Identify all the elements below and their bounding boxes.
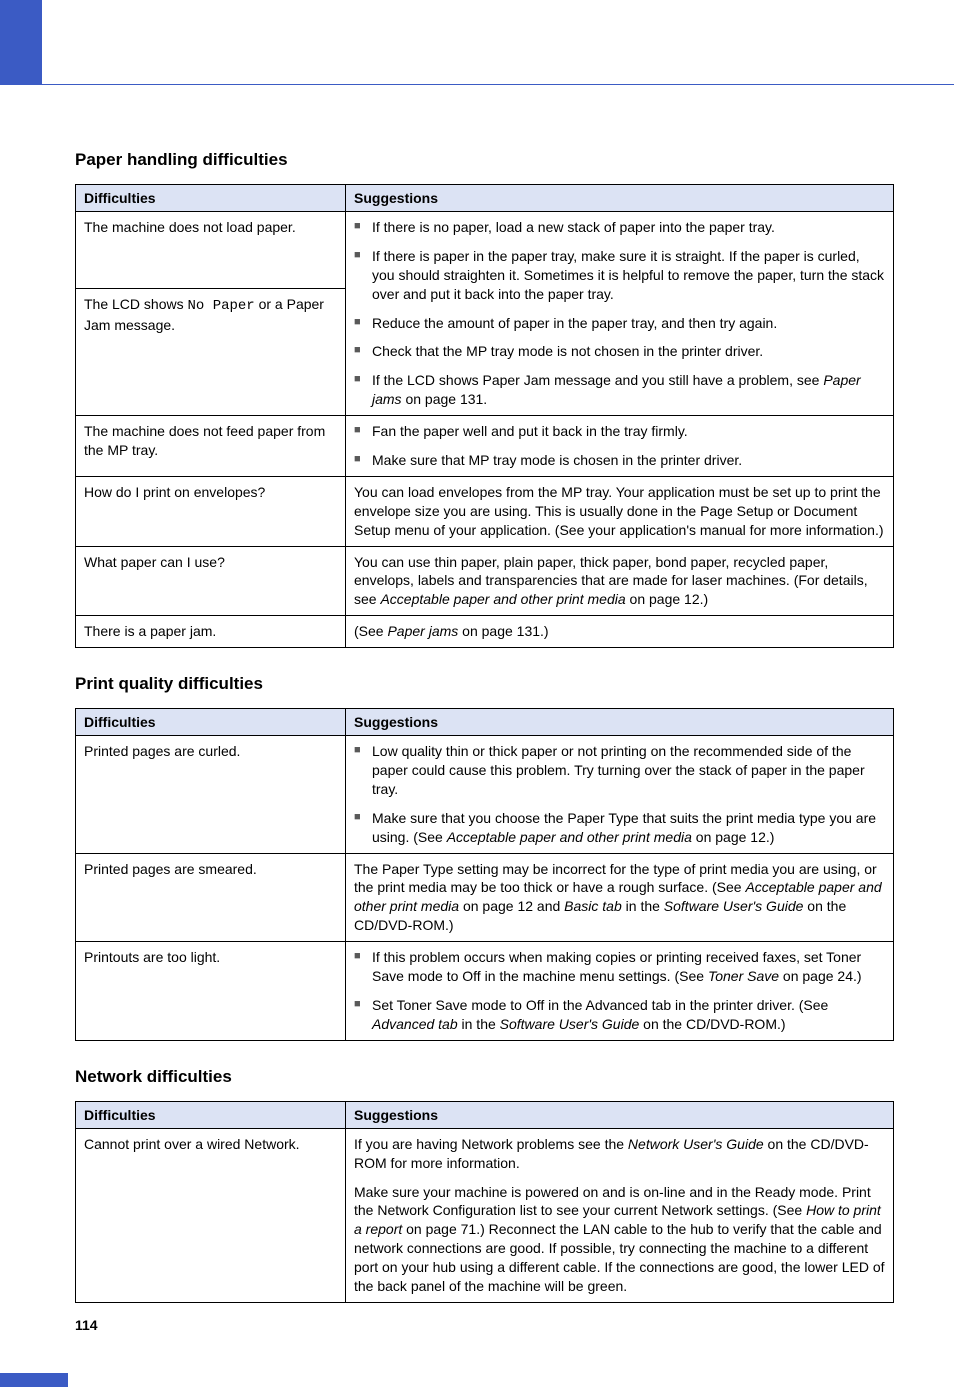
text: on page 131. bbox=[402, 391, 488, 407]
table-row: How do I print on envelopes? You can loa… bbox=[76, 476, 894, 546]
table-row: Cannot print over a wired Network. If yo… bbox=[76, 1128, 894, 1302]
list-item: If there is no paper, load a new stack o… bbox=[354, 218, 885, 237]
page-side-tab bbox=[0, 0, 42, 85]
table-network: Difficulties Suggestions Cannot print ov… bbox=[75, 1101, 894, 1303]
cell-suggestion: If there is no paper, load a new stack o… bbox=[346, 212, 894, 416]
list-item: Check that the MP tray mode is not chose… bbox=[354, 342, 885, 361]
list-item: Fan the paper well and put it back in th… bbox=[354, 422, 885, 441]
cell-difficulty: The LCD shows No Paper or a Paper Jam me… bbox=[76, 288, 346, 415]
section-title-paper-handling: Paper handling difficulties bbox=[75, 150, 894, 170]
cell-suggestion: You can use thin paper, plain paper, thi… bbox=[346, 546, 894, 616]
cell-suggestion: Fan the paper well and put it back in th… bbox=[346, 416, 894, 477]
cell-difficulty: The machine does not load paper. bbox=[76, 212, 346, 289]
list-item: Make sure that MP tray mode is chosen in… bbox=[354, 451, 885, 470]
table-row: There is a paper jam. (See Paper jams on… bbox=[76, 616, 894, 648]
page-footer bbox=[0, 1373, 954, 1397]
page-content: Paper handling difficulties Difficulties… bbox=[75, 0, 894, 1373]
text: in the bbox=[458, 1016, 500, 1032]
text-italic: Acceptable paper and other print media bbox=[380, 591, 625, 607]
list-item: Make sure that you choose the Paper Type… bbox=[354, 809, 885, 847]
table-header-row: Difficulties Suggestions bbox=[76, 185, 894, 212]
text-italic: Toner Save bbox=[708, 968, 779, 984]
text: (See bbox=[354, 623, 387, 639]
page-number: 114 bbox=[75, 1317, 894, 1333]
text: The LCD shows bbox=[84, 296, 187, 312]
header-difficulties: Difficulties bbox=[76, 185, 346, 212]
section-title-print-quality: Print quality difficulties bbox=[75, 674, 894, 694]
paragraph: Make sure your machine is powered on and… bbox=[354, 1183, 885, 1296]
text-italic: Network User's Guide bbox=[628, 1136, 764, 1152]
header-suggestions: Suggestions bbox=[346, 185, 894, 212]
text: on page 12.) bbox=[626, 591, 709, 607]
table-row: The machine does not load paper. If ther… bbox=[76, 212, 894, 289]
list-item: Set Toner Save mode to Off in the Advanc… bbox=[354, 996, 885, 1034]
cell-suggestion: If you are having Network problems see t… bbox=[346, 1128, 894, 1302]
text: Make sure your machine is powered on and… bbox=[354, 1184, 871, 1219]
cell-difficulty: Cannot print over a wired Network. bbox=[76, 1128, 346, 1302]
text-italic: Advanced tab bbox=[372, 1016, 458, 1032]
cell-suggestion: (See Paper jams on page 131.) bbox=[346, 616, 894, 648]
text: If you are having Network problems see t… bbox=[354, 1136, 628, 1152]
table-row: Printed pages are curled. Low quality th… bbox=[76, 736, 894, 853]
text-mono: No Paper bbox=[187, 298, 254, 314]
cell-difficulty: Printed pages are curled. bbox=[76, 736, 346, 853]
text-italic: Acceptable paper and other print media bbox=[447, 829, 692, 845]
text: on page 12.) bbox=[692, 829, 775, 845]
table-row: The machine does not feed paper from the… bbox=[76, 416, 894, 477]
table-print-quality: Difficulties Suggestions Printed pages a… bbox=[75, 708, 894, 1041]
text: on page 12 and bbox=[459, 898, 564, 914]
text: on page 71.) Reconnect the LAN cable to … bbox=[354, 1221, 885, 1294]
table-row: Printouts are too light. If this problem… bbox=[76, 942, 894, 1041]
footer-accent-bar bbox=[0, 1373, 68, 1387]
text: in the bbox=[622, 898, 664, 914]
text: Set Toner Save mode to Off in the Advanc… bbox=[372, 997, 828, 1013]
table-header-row: Difficulties Suggestions bbox=[76, 1101, 894, 1128]
cell-difficulty: Printed pages are smeared. bbox=[76, 853, 346, 942]
header-difficulties: Difficulties bbox=[76, 1101, 346, 1128]
cell-suggestion: You can load envelopes from the MP tray.… bbox=[346, 476, 894, 546]
paragraph: If you are having Network problems see t… bbox=[354, 1135, 885, 1173]
cell-difficulty: Printouts are too light. bbox=[76, 942, 346, 1041]
text-italic: Software User's Guide bbox=[664, 898, 804, 914]
cell-difficulty: What paper can I use? bbox=[76, 546, 346, 616]
text-italic: Paper jams bbox=[387, 623, 458, 639]
list-item: Reduce the amount of paper in the paper … bbox=[354, 314, 885, 333]
text: If the LCD shows Paper Jam message and y… bbox=[372, 372, 823, 388]
cell-suggestion: The Paper Type setting may be incorrect … bbox=[346, 853, 894, 942]
text: on page 24.) bbox=[779, 968, 862, 984]
table-row: Printed pages are smeared. The Paper Typ… bbox=[76, 853, 894, 942]
table-paper-handling: Difficulties Suggestions The machine doe… bbox=[75, 184, 894, 648]
page-top-rule bbox=[42, 84, 954, 85]
header-suggestions: Suggestions bbox=[346, 1101, 894, 1128]
cell-difficulty: The machine does not feed paper from the… bbox=[76, 416, 346, 477]
table-row: What paper can I use? You can use thin p… bbox=[76, 546, 894, 616]
list-item: If the LCD shows Paper Jam message and y… bbox=[354, 371, 885, 409]
table-header-row: Difficulties Suggestions bbox=[76, 709, 894, 736]
list-item: If there is paper in the paper tray, mak… bbox=[354, 247, 885, 304]
text-italic: Software User's Guide bbox=[500, 1016, 640, 1032]
text: on the CD/DVD-ROM.) bbox=[639, 1016, 785, 1032]
cell-difficulty: There is a paper jam. bbox=[76, 616, 346, 648]
cell-difficulty: How do I print on envelopes? bbox=[76, 476, 346, 546]
text: on page 131.) bbox=[458, 623, 548, 639]
section-title-network: Network difficulties bbox=[75, 1067, 894, 1087]
cell-suggestion: Low quality thin or thick paper or not p… bbox=[346, 736, 894, 853]
cell-suggestion: If this problem occurs when making copie… bbox=[346, 942, 894, 1041]
list-item: Low quality thin or thick paper or not p… bbox=[354, 742, 885, 799]
header-difficulties: Difficulties bbox=[76, 709, 346, 736]
text-italic: Basic tab bbox=[564, 898, 622, 914]
list-item: If this problem occurs when making copie… bbox=[354, 948, 885, 986]
header-suggestions: Suggestions bbox=[346, 709, 894, 736]
